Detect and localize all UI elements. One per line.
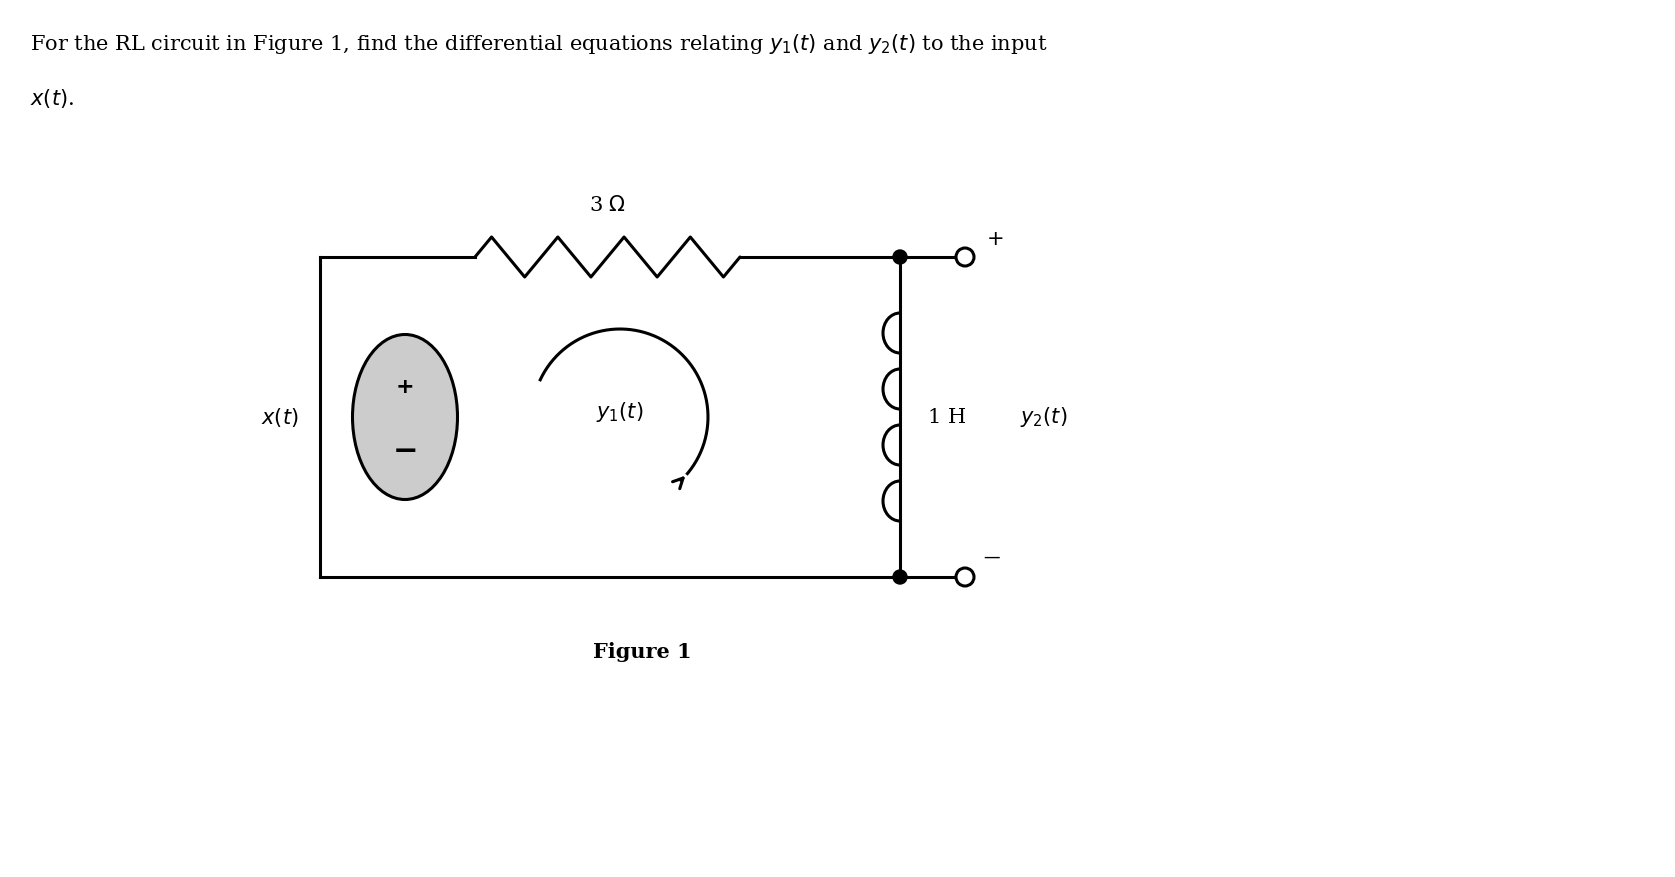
- Circle shape: [956, 568, 973, 586]
- Text: For the RL circuit in Figure 1, find the differential equations relating $y_1(t): For the RL circuit in Figure 1, find the…: [30, 32, 1047, 56]
- Circle shape: [893, 250, 906, 264]
- Text: $y_1(t)$: $y_1(t)$: [596, 400, 643, 424]
- Circle shape: [956, 248, 973, 266]
- Text: Figure 1: Figure 1: [593, 642, 692, 662]
- Text: $x(t)$.: $x(t)$.: [30, 87, 74, 110]
- Text: $y_2(t)$: $y_2(t)$: [1020, 405, 1067, 429]
- Text: 3 $\Omega$: 3 $\Omega$: [590, 195, 626, 215]
- Text: +: +: [395, 377, 414, 397]
- Circle shape: [893, 570, 906, 584]
- Text: 1 H: 1 H: [928, 408, 966, 426]
- Text: —: —: [983, 548, 1000, 566]
- Text: +: +: [987, 229, 1005, 249]
- Ellipse shape: [352, 334, 457, 500]
- Text: $x(t)$: $x(t)$: [261, 405, 298, 429]
- Text: −: −: [392, 438, 417, 467]
